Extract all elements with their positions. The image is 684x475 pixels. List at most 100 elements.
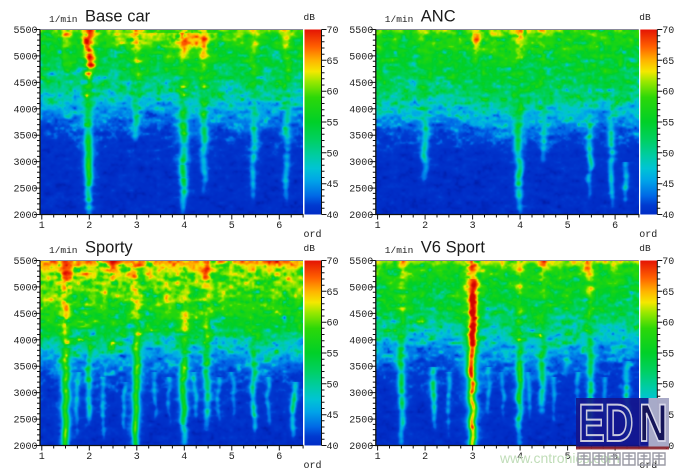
- svg-text:5000: 5000: [349, 52, 373, 63]
- svg-text:2000: 2000: [13, 211, 37, 222]
- svg-text:1: 1: [39, 221, 45, 232]
- svg-text:4500: 4500: [13, 79, 37, 90]
- svg-text:3500: 3500: [349, 132, 373, 143]
- svg-text:45: 45: [327, 411, 339, 422]
- svg-text:2000: 2000: [349, 211, 373, 222]
- svg-text:50: 50: [662, 149, 674, 160]
- svg-text:4000: 4000: [349, 336, 373, 347]
- svg-text:ord: ord: [639, 460, 657, 472]
- svg-text:2: 2: [86, 221, 92, 232]
- svg-text:65: 65: [327, 288, 339, 299]
- svg-text:50: 50: [327, 149, 339, 160]
- svg-text:2500: 2500: [349, 416, 373, 427]
- svg-text:3000: 3000: [13, 158, 37, 169]
- svg-text:4000: 4000: [349, 105, 373, 116]
- svg-text:4: 4: [517, 221, 523, 232]
- svg-text:55: 55: [327, 350, 339, 361]
- svg-text:6: 6: [276, 221, 282, 232]
- svg-text:1/min: 1/min: [385, 245, 414, 256]
- svg-text:3500: 3500: [13, 363, 37, 374]
- svg-text:5500: 5500: [13, 26, 37, 37]
- svg-text:dB: dB: [639, 12, 651, 23]
- svg-text:www.cntronics.com: www.cntronics.com: [499, 450, 620, 466]
- svg-text:N: N: [639, 393, 668, 452]
- svg-text:ord: ord: [303, 460, 321, 472]
- svg-text:3000: 3000: [349, 389, 373, 400]
- svg-text:1/min: 1/min: [49, 14, 78, 25]
- svg-text:45: 45: [662, 180, 674, 191]
- svg-text:4: 4: [181, 221, 187, 232]
- svg-text:6: 6: [612, 452, 618, 463]
- svg-text:5000: 5000: [13, 283, 37, 294]
- svg-text:60: 60: [662, 319, 674, 330]
- svg-text:4: 4: [181, 452, 187, 463]
- svg-text:45: 45: [662, 411, 674, 422]
- svg-text:65: 65: [662, 57, 674, 68]
- svg-text:5500: 5500: [13, 257, 37, 268]
- svg-text:40: 40: [662, 211, 674, 222]
- svg-text:4500: 4500: [349, 79, 373, 90]
- svg-text:2500: 2500: [13, 416, 37, 427]
- svg-text:5: 5: [229, 221, 235, 232]
- svg-text:55: 55: [662, 350, 674, 361]
- svg-text:5500: 5500: [349, 26, 373, 37]
- svg-text:2: 2: [422, 221, 428, 232]
- svg-text:4500: 4500: [349, 310, 373, 321]
- svg-text:5: 5: [229, 452, 235, 463]
- svg-text:65: 65: [327, 57, 339, 68]
- svg-text:1: 1: [375, 221, 381, 232]
- svg-text:dB: dB: [304, 243, 316, 254]
- svg-text:dB: dB: [639, 243, 651, 254]
- svg-text:60: 60: [327, 319, 339, 330]
- svg-text:dB: dB: [304, 12, 316, 23]
- svg-text:2500: 2500: [349, 185, 373, 196]
- svg-text:ord: ord: [303, 229, 321, 241]
- svg-text:3500: 3500: [13, 132, 37, 143]
- svg-text:3500: 3500: [349, 363, 373, 374]
- svg-text:70: 70: [662, 257, 674, 268]
- svg-text:2500: 2500: [13, 185, 37, 196]
- svg-text:60: 60: [327, 88, 339, 99]
- svg-text:60: 60: [662, 88, 674, 99]
- svg-text:6: 6: [612, 221, 618, 232]
- svg-text:55: 55: [327, 119, 339, 130]
- svg-text:70: 70: [327, 26, 339, 37]
- svg-text:50: 50: [327, 380, 339, 391]
- svg-text:5000: 5000: [13, 52, 37, 63]
- svg-text:70: 70: [327, 257, 339, 268]
- svg-text:4000: 4000: [13, 336, 37, 347]
- svg-text:4000: 4000: [13, 105, 37, 116]
- svg-text:1/min: 1/min: [49, 245, 78, 256]
- svg-text:1: 1: [375, 452, 381, 463]
- svg-text:2000: 2000: [13, 442, 37, 453]
- svg-text:ord: ord: [639, 229, 657, 241]
- svg-text:Sporty: Sporty: [85, 239, 133, 257]
- svg-text:1: 1: [39, 452, 45, 463]
- svg-text:40: 40: [662, 442, 674, 453]
- svg-text:5: 5: [565, 452, 571, 463]
- svg-text:45: 45: [327, 180, 339, 191]
- svg-text:40: 40: [327, 442, 339, 453]
- svg-text:65: 65: [662, 288, 674, 299]
- svg-text:70: 70: [662, 26, 674, 37]
- svg-text:Base car: Base car: [85, 8, 151, 26]
- svg-text:5500: 5500: [349, 257, 373, 268]
- svg-text:4: 4: [517, 452, 523, 463]
- svg-text:3: 3: [470, 452, 476, 463]
- svg-text:55: 55: [662, 119, 674, 130]
- svg-text:40: 40: [327, 211, 339, 222]
- svg-text:3: 3: [134, 221, 140, 232]
- svg-text:3000: 3000: [349, 158, 373, 169]
- svg-text:V6 Sport: V6 Sport: [421, 239, 486, 257]
- svg-text:2000: 2000: [349, 442, 373, 453]
- svg-text:ANC: ANC: [421, 8, 456, 26]
- svg-text:2: 2: [86, 452, 92, 463]
- svg-text:3: 3: [470, 221, 476, 232]
- svg-text:2: 2: [422, 452, 428, 463]
- svg-text:4500: 4500: [13, 310, 37, 321]
- svg-text:3: 3: [134, 452, 140, 463]
- svg-text:50: 50: [662, 380, 674, 391]
- svg-text:1/min: 1/min: [385, 14, 414, 25]
- svg-text:3000: 3000: [13, 389, 37, 400]
- svg-text:6: 6: [276, 452, 282, 463]
